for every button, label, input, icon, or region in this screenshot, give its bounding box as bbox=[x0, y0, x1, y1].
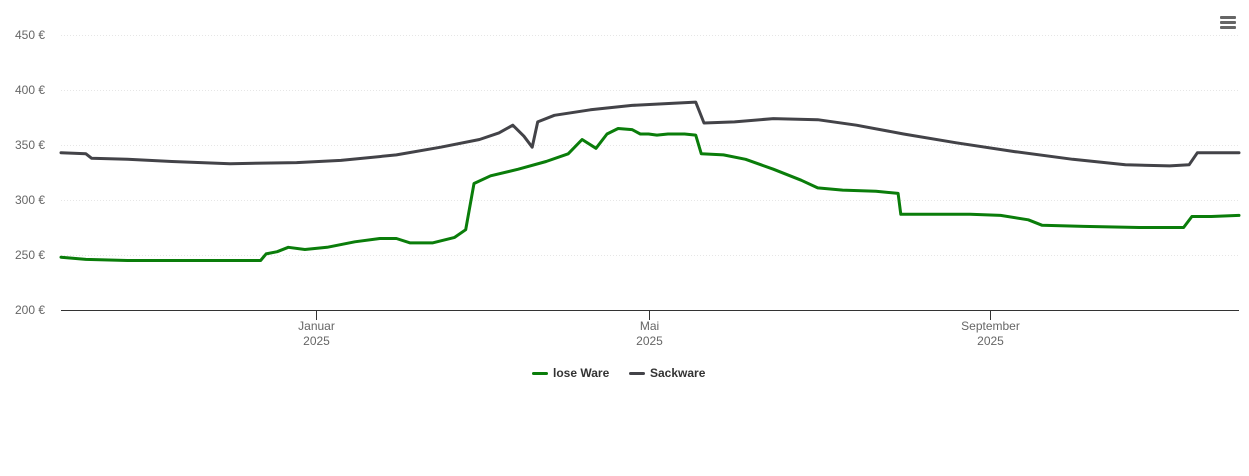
legend-label: Sackware bbox=[650, 366, 706, 380]
legend-item-sackware[interactable]: Sackware bbox=[629, 364, 705, 382]
y-tick-label: 400 € bbox=[15, 83, 45, 97]
x-tick-year-label: 2025 bbox=[303, 334, 330, 348]
hamburger-menu-icon bbox=[1220, 16, 1236, 19]
legend-item-lose-ware[interactable]: lose Ware bbox=[532, 364, 609, 382]
x-tick-label: September bbox=[961, 319, 1020, 333]
hamburger-menu-icon bbox=[1220, 21, 1236, 24]
y-tick-label: 450 € bbox=[15, 28, 45, 42]
y-tick-label: 200 € bbox=[15, 303, 45, 317]
x-tick-year-label: 2025 bbox=[977, 334, 1004, 348]
legend-swatch bbox=[532, 371, 548, 375]
y-tick-label: 350 € bbox=[15, 138, 45, 152]
series-line-sackware bbox=[59, 100, 1241, 168]
chart-legend: lose Ware Sackware bbox=[0, 364, 1249, 382]
legend-swatch bbox=[629, 371, 645, 375]
chart-menu-button[interactable] bbox=[1216, 12, 1240, 34]
legend-label: lose Ware bbox=[553, 366, 610, 380]
x-tick-label: Januar bbox=[298, 319, 335, 333]
x-tick-year-label: 2025 bbox=[636, 334, 663, 348]
series-line-lose-ware bbox=[59, 127, 1241, 262]
y-tick-label: 300 € bbox=[15, 193, 45, 207]
y-tick-label: 250 € bbox=[15, 248, 45, 262]
x-tick-label: Mai bbox=[640, 319, 659, 333]
hamburger-menu-icon bbox=[1220, 26, 1236, 29]
